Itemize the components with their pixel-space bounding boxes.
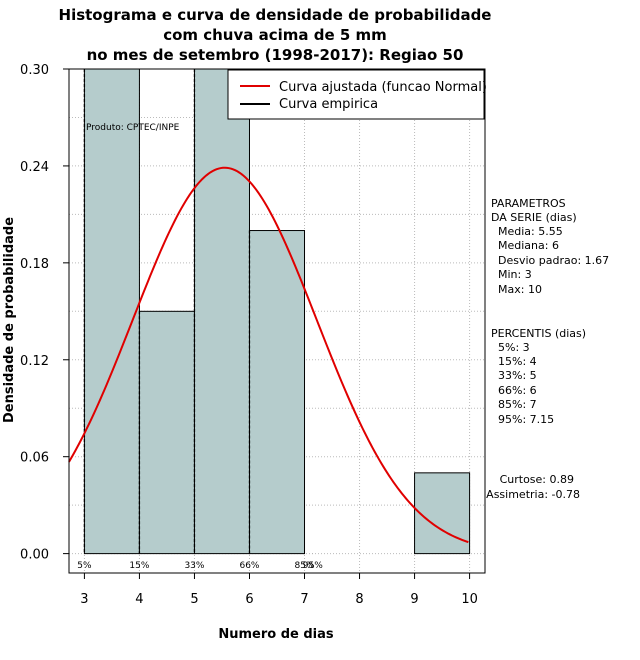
percentile-label: 66% (239, 561, 259, 571)
y-axis-label: Densidade de probabilidade (2, 217, 17, 423)
y-tick-label: 0.12 (20, 354, 49, 369)
histogram-bar (83, 68, 140, 555)
stat-max: Max: 10 (498, 283, 542, 296)
y-tick-label: 0.24 (20, 160, 49, 175)
shape-stats: Curtose: 0.89 Assimetria: -0.78 (486, 473, 580, 501)
pct-15: 15%: 4 (498, 355, 537, 368)
x-tick-label: 8 (355, 592, 363, 607)
stat-min: Min: 3 (498, 268, 532, 281)
histogram-bar (193, 68, 250, 555)
pct-95: 95%: 7.15 (498, 413, 554, 426)
y-tick-label: 0.00 (20, 548, 49, 563)
credit-text: Produto: CPTEC/INPE (86, 123, 180, 133)
stat-mediana: Mediana: 6 (498, 239, 559, 252)
histogram-bar (248, 230, 306, 555)
percentile-summary: PERCENTIS (dias) 5%: 3 15%: 4 33%: 5 66%… (491, 327, 586, 426)
x-tick-label: 9 (410, 592, 418, 607)
x-tick-label: 10 (461, 592, 478, 607)
stats-header-1: PARAMETROS (491, 197, 566, 210)
y-axis: 0.00 0.06 0.12 0.18 0.24 0.30 (20, 63, 70, 563)
percentile-label: 85% (295, 561, 315, 571)
normal-fit-curve (68, 166, 469, 544)
series-parameters: PARAMETROS DA SERIE (dias) Media: 5.55 M… (491, 197, 609, 296)
chart-title: Histograma e curva de densidade de proba… (59, 6, 492, 64)
legend-label-empirical: Curva empirica (279, 97, 378, 112)
percentile-labels: 5% 15% 33% 66% 85%95% (77, 561, 323, 571)
x-tick-label: 3 (80, 592, 88, 607)
percentile-label: 33% (184, 561, 204, 571)
percentile-label: 15% (129, 561, 149, 571)
pct-66: 66%: 6 (498, 384, 537, 397)
percentile-label: 95% (303, 561, 323, 571)
stat-desvio: Desvio padrao: 1.67 (498, 254, 609, 267)
x-tick-label: 5 (190, 592, 198, 607)
title-line-1: Histograma e curva de densidade de proba… (59, 6, 492, 24)
histogram-bar (414, 472, 471, 555)
stats-header-2: DA SERIE (dias) (491, 211, 577, 224)
pct-5: 5%: 3 (498, 341, 530, 354)
x-tick-label: 6 (245, 592, 253, 607)
pct-33: 33%: 5 (498, 369, 537, 382)
y-tick-label: 0.06 (20, 451, 49, 466)
x-tick-label: 7 (300, 592, 308, 607)
histogram-bar (138, 310, 195, 555)
x-axis: 3 4 5 6 7 8 9 10 (80, 572, 478, 607)
percentis-header: PERCENTIS (dias) (491, 327, 586, 340)
percentile-label: 5% (77, 561, 92, 571)
legend: Curva ajustada (funcao Normal) Curva emp… (227, 69, 487, 120)
legend-box (227, 69, 485, 120)
y-tick-label: 0.30 (20, 63, 49, 78)
x-tick-label: 4 (135, 592, 143, 607)
title-line-3: no mes de setembro (1998-2017): Regiao 5… (87, 46, 464, 64)
x-axis-label: Numero de dias (218, 627, 334, 642)
curtose: Curtose: 0.89 (500, 473, 574, 486)
stat-media: Media: 5.55 (498, 225, 563, 238)
title-line-2: com chuva acima de 5 mm (163, 26, 387, 44)
assimetria: Assimetria: -0.78 (486, 488, 580, 501)
legend-label-fit: Curva ajustada (funcao Normal) (279, 80, 487, 95)
y-tick-label: 0.18 (20, 257, 49, 272)
percentile-lines (83, 69, 251, 554)
pct-85: 85%: 7 (498, 398, 537, 411)
